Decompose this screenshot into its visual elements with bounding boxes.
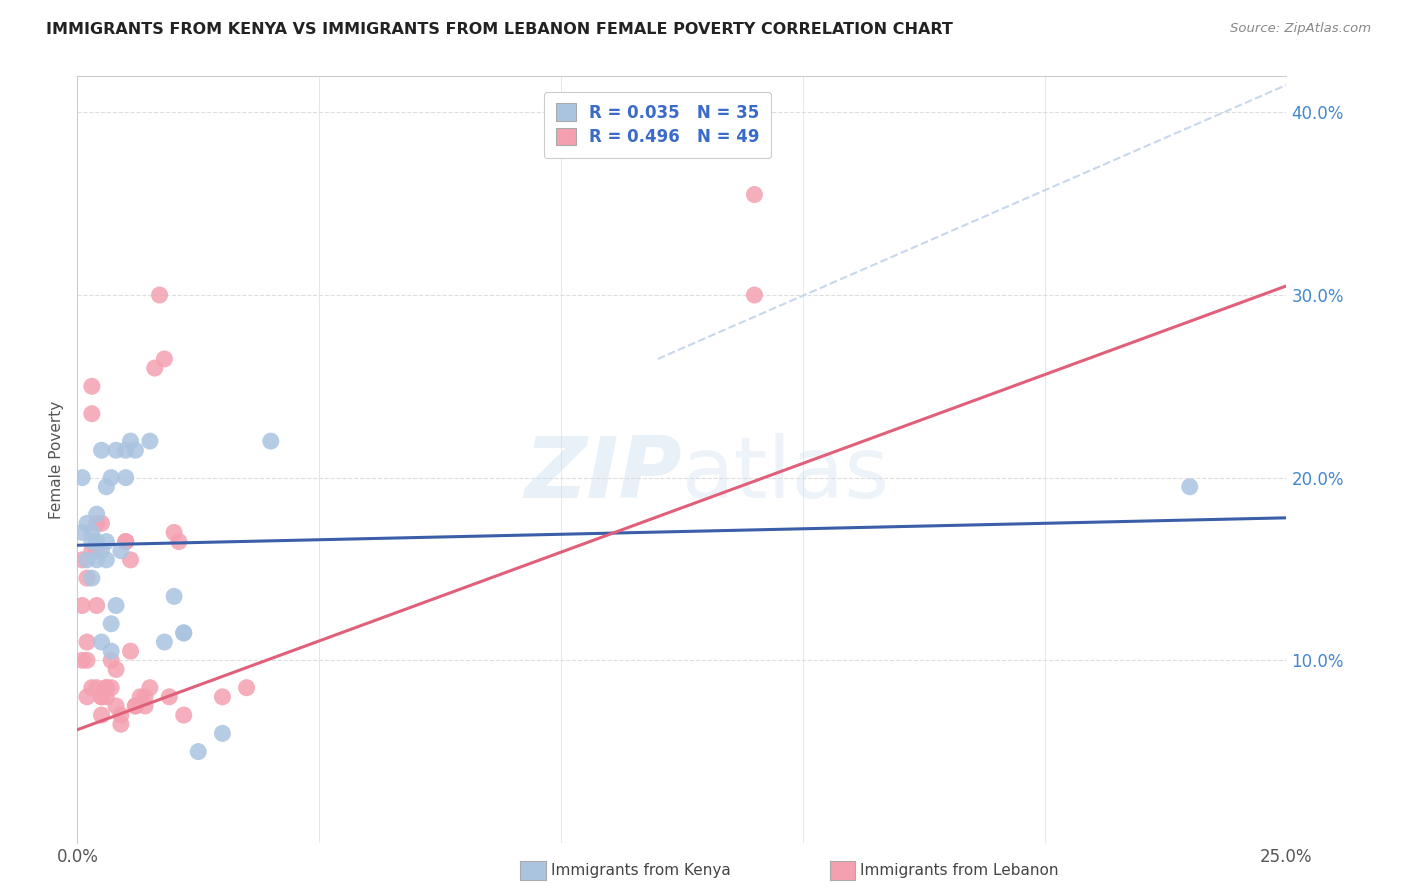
Point: [76, 571, 98, 585]
Point: [114, 534, 136, 549]
Point: [100, 616, 122, 631]
Text: Immigrants from Lebanon: Immigrants from Lebanon: [860, 863, 1059, 878]
Point: [148, 288, 170, 302]
Point: [96, 681, 118, 695]
Point: [153, 635, 176, 649]
Point: [173, 626, 195, 640]
Point: [114, 443, 136, 458]
Text: ZIP: ZIP: [524, 434, 682, 516]
Point: [139, 434, 162, 449]
Legend: R = 0.035   N = 35, R = 0.496   N = 49: R = 0.035 N = 35, R = 0.496 N = 49: [544, 92, 772, 158]
Point: [120, 434, 142, 449]
Point: [153, 351, 176, 366]
Point: [80, 407, 103, 421]
Text: Immigrants from Kenya: Immigrants from Kenya: [551, 863, 731, 878]
Point: [70, 525, 93, 540]
Point: [120, 553, 142, 567]
Point: [124, 443, 146, 458]
Point: [163, 525, 186, 540]
Point: [167, 534, 190, 549]
Point: [129, 690, 152, 704]
Point: [96, 681, 118, 695]
Point: [105, 662, 128, 676]
Point: [86, 553, 108, 567]
Point: [96, 553, 118, 567]
Point: [90, 543, 112, 558]
Point: [134, 690, 156, 704]
Point: [744, 187, 766, 202]
Point: [110, 543, 132, 558]
Point: [114, 470, 136, 484]
Point: [100, 644, 122, 658]
Point: [86, 543, 108, 558]
Point: [90, 690, 112, 704]
Point: [110, 708, 132, 723]
Point: [211, 690, 233, 704]
Point: [114, 534, 136, 549]
Point: [70, 653, 93, 667]
Point: [143, 361, 166, 376]
Point: [80, 534, 103, 549]
Point: [1178, 480, 1201, 494]
Point: [260, 434, 283, 449]
Point: [157, 690, 180, 704]
Y-axis label: Female Poverty: Female Poverty: [49, 401, 65, 518]
Point: [76, 516, 98, 531]
Point: [134, 698, 156, 713]
Point: [90, 443, 112, 458]
Point: [70, 470, 93, 484]
Point: [105, 443, 128, 458]
Point: [90, 516, 112, 531]
Point: [96, 480, 118, 494]
Point: [76, 635, 98, 649]
Point: [110, 717, 132, 731]
Point: [744, 288, 766, 302]
Point: [139, 681, 162, 695]
Point: [105, 698, 128, 713]
Point: [187, 745, 209, 759]
Point: [96, 690, 118, 704]
Point: [100, 470, 122, 484]
Point: [76, 653, 98, 667]
Point: [100, 681, 122, 695]
Point: [173, 708, 195, 723]
Text: Source: ZipAtlas.com: Source: ZipAtlas.com: [1230, 22, 1371, 36]
Point: [163, 590, 186, 604]
Point: [90, 690, 112, 704]
Point: [120, 644, 142, 658]
Point: [90, 708, 112, 723]
Point: [211, 726, 233, 740]
Point: [76, 553, 98, 567]
Point: [80, 571, 103, 585]
Point: [86, 516, 108, 531]
Point: [124, 698, 146, 713]
Point: [80, 681, 103, 695]
Point: [80, 379, 103, 393]
Text: IMMIGRANTS FROM KENYA VS IMMIGRANTS FROM LEBANON FEMALE POVERTY CORRELATION CHAR: IMMIGRANTS FROM KENYA VS IMMIGRANTS FROM…: [46, 22, 953, 37]
Point: [100, 653, 122, 667]
Point: [96, 534, 118, 549]
Point: [86, 507, 108, 521]
Point: [124, 698, 146, 713]
Point: [76, 690, 98, 704]
Point: [70, 599, 93, 613]
Point: [235, 681, 257, 695]
Point: [86, 681, 108, 695]
Point: [80, 543, 103, 558]
Point: [105, 599, 128, 613]
Point: [90, 635, 112, 649]
Point: [80, 525, 103, 540]
Point: [70, 553, 93, 567]
Point: [86, 534, 108, 549]
Point: [173, 626, 195, 640]
Text: atlas: atlas: [682, 434, 890, 516]
Point: [86, 599, 108, 613]
